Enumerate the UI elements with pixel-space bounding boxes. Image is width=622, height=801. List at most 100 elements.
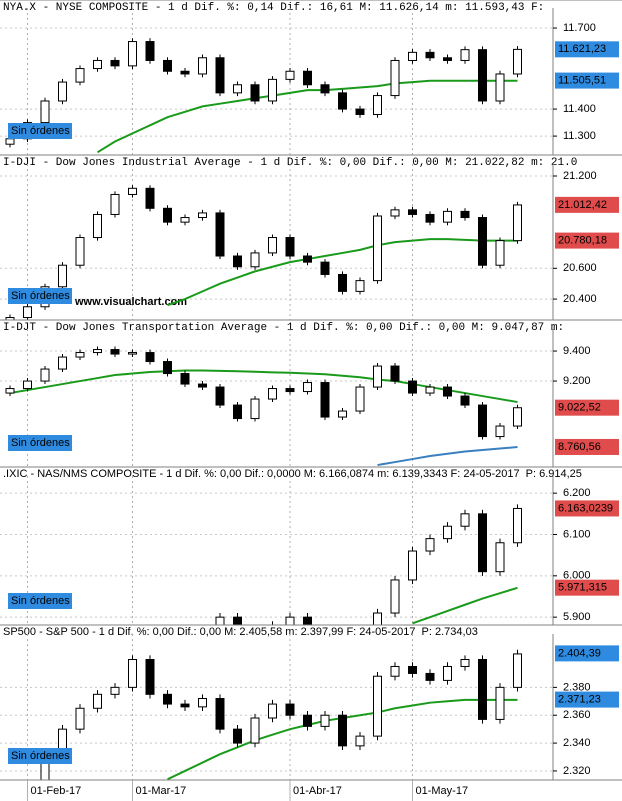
panel-title: I-DJT - Dow Jones Transportation Average… xyxy=(3,322,564,334)
candle-body xyxy=(355,386,365,412)
price-box xyxy=(555,196,619,213)
status-label: Sin órdenes xyxy=(11,750,70,762)
candle-body xyxy=(425,538,435,552)
candle-body xyxy=(478,49,487,102)
y-tick-label: 2.340 xyxy=(563,737,591,749)
candle-body xyxy=(443,525,452,540)
candle-body xyxy=(408,550,417,581)
price-box xyxy=(555,232,619,249)
y-tick-label: 2.320 xyxy=(563,765,591,777)
candle-body xyxy=(163,207,172,223)
plot-area xyxy=(0,8,553,155)
y-tick-label: 6.000 xyxy=(563,570,591,582)
candle-body xyxy=(268,78,277,102)
candle-body xyxy=(250,252,260,268)
candle-body xyxy=(128,659,137,688)
status-box xyxy=(8,435,72,451)
candle-body xyxy=(58,81,67,102)
price-box xyxy=(555,500,619,517)
price-box xyxy=(555,72,619,89)
candle-body xyxy=(460,395,470,406)
y-tick-label: 6.200 xyxy=(563,487,591,499)
candle-body xyxy=(215,616,225,625)
candle-body xyxy=(408,51,417,61)
candle-body xyxy=(373,365,382,388)
candle-body xyxy=(408,380,417,394)
candle-body xyxy=(233,255,242,268)
candle-body xyxy=(460,49,470,61)
candle-body xyxy=(215,386,225,406)
candle-body xyxy=(163,361,172,375)
candle-body xyxy=(285,703,295,716)
candle-body xyxy=(425,386,435,394)
y-tick-label: 20.600 xyxy=(563,262,597,274)
candle-body xyxy=(320,261,330,275)
candle-body xyxy=(145,659,155,695)
candle-body xyxy=(250,398,260,420)
candle-body xyxy=(443,386,452,397)
candle-body xyxy=(180,217,190,223)
candle-body xyxy=(268,237,277,254)
candle-body xyxy=(180,373,190,385)
y-tick-label: 2.380 xyxy=(563,681,591,693)
plot-area xyxy=(0,634,553,780)
candle-body xyxy=(390,209,400,217)
candle-body xyxy=(233,728,242,744)
x-tick-label: 01-Mar-17 xyxy=(136,785,187,797)
candle-body xyxy=(495,686,505,720)
candle-body xyxy=(215,212,225,257)
candle-body xyxy=(110,349,120,355)
price-box xyxy=(555,41,619,58)
price-label: 6.163,0239 xyxy=(558,502,613,514)
candle-body xyxy=(5,388,15,394)
candle-body xyxy=(233,616,242,625)
candle-body xyxy=(93,213,102,239)
candle-body xyxy=(495,240,505,266)
candle-body xyxy=(180,703,190,708)
candle-body xyxy=(513,653,522,688)
candle-body xyxy=(355,280,365,292)
candle-body xyxy=(250,84,260,102)
candle-body xyxy=(460,210,470,219)
y-tick-label: 11.700 xyxy=(563,22,596,34)
candle-body xyxy=(320,382,330,418)
panel-header xyxy=(0,320,622,334)
candle-body xyxy=(408,209,417,215)
candle-body xyxy=(250,717,260,744)
candle-body xyxy=(478,659,487,720)
candle-body xyxy=(40,100,50,124)
candle-body xyxy=(110,59,120,67)
candle-body xyxy=(285,70,295,80)
candle-body xyxy=(320,84,330,94)
y-tick-label: 9.200 xyxy=(563,375,591,387)
plot-area: www.visualchart.com xyxy=(0,164,553,320)
candle-body xyxy=(75,707,85,730)
candle-body xyxy=(285,388,295,393)
panel-alert: P: 6.914,25 xyxy=(526,468,582,480)
candle-body xyxy=(5,317,15,320)
panel-title: NYA.X - NYSE COMPOSITE - 1 d Dif. %: 0,1… xyxy=(3,2,544,14)
candle-body xyxy=(513,407,522,427)
y-tick-label: 2.360 xyxy=(563,709,591,721)
candle-body xyxy=(198,698,207,708)
candle-body xyxy=(443,665,452,681)
candle-body xyxy=(93,59,102,70)
panel-header xyxy=(0,625,622,639)
candle-body xyxy=(198,383,207,388)
candle-body xyxy=(355,108,365,115)
candle-body xyxy=(513,204,522,242)
x-tick-label: 01-May-17 xyxy=(416,785,469,797)
status-box xyxy=(8,748,72,764)
price-label: 11.505,51 xyxy=(558,74,606,86)
candle-body xyxy=(478,404,487,438)
candle-body xyxy=(338,273,347,292)
candle-body xyxy=(478,217,487,266)
candle-body xyxy=(145,187,155,209)
candle-body xyxy=(443,210,452,223)
price-label: 9.022,52 xyxy=(558,402,601,414)
candle-body xyxy=(198,212,207,219)
candle-body xyxy=(408,665,417,674)
candle-body xyxy=(460,659,470,667)
x-tick-label: 01-Feb-17 xyxy=(31,785,82,797)
moving-average xyxy=(377,446,518,467)
